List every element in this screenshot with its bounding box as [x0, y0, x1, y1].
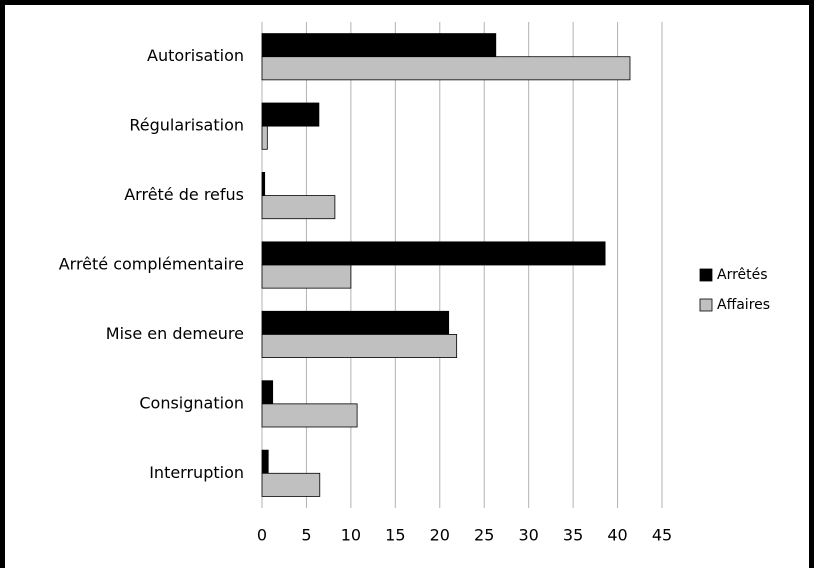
y-tick-label: Régularisation: [129, 116, 244, 135]
legend-label: Affaires: [717, 297, 770, 313]
y-tick-label: Consignation: [139, 393, 244, 412]
legend-swatch: [699, 298, 713, 312]
bar: [261, 33, 497, 58]
x-tick-label: 45: [652, 526, 672, 545]
x-tick-label: 20: [430, 526, 450, 545]
legend-swatch: [699, 268, 713, 282]
y-tick-label: Interruption: [149, 463, 244, 482]
bar: [261, 241, 606, 266]
x-tick-label: 25: [474, 526, 494, 545]
y-tick-label: Arrêté complémentaire: [59, 255, 244, 274]
bar: [261, 310, 450, 335]
bar: [261, 264, 352, 289]
x-tick-label: 15: [385, 526, 405, 545]
x-tick-label: 35: [563, 526, 583, 545]
y-tick-label: Autorisation: [147, 46, 244, 65]
x-tick-label: 5: [301, 526, 311, 545]
bar: [261, 380, 274, 405]
bar: [261, 472, 321, 497]
bar: [261, 449, 269, 474]
bar: [261, 403, 358, 428]
y-tick-label: Mise en demeure: [106, 324, 244, 343]
x-tick-label: 30: [518, 526, 538, 545]
x-tick-label: 0: [257, 526, 267, 545]
bar: [261, 195, 336, 220]
bar: [261, 125, 268, 150]
x-tick-label: 10: [341, 526, 361, 545]
bar: [261, 172, 266, 196]
bar: [261, 102, 320, 127]
legend-label: Arrêtés: [717, 267, 768, 283]
x-tick-label: 40: [607, 526, 627, 545]
bar: [261, 334, 458, 358]
bar: [261, 56, 631, 81]
y-tick-label: Arrêté de refus: [124, 185, 244, 204]
